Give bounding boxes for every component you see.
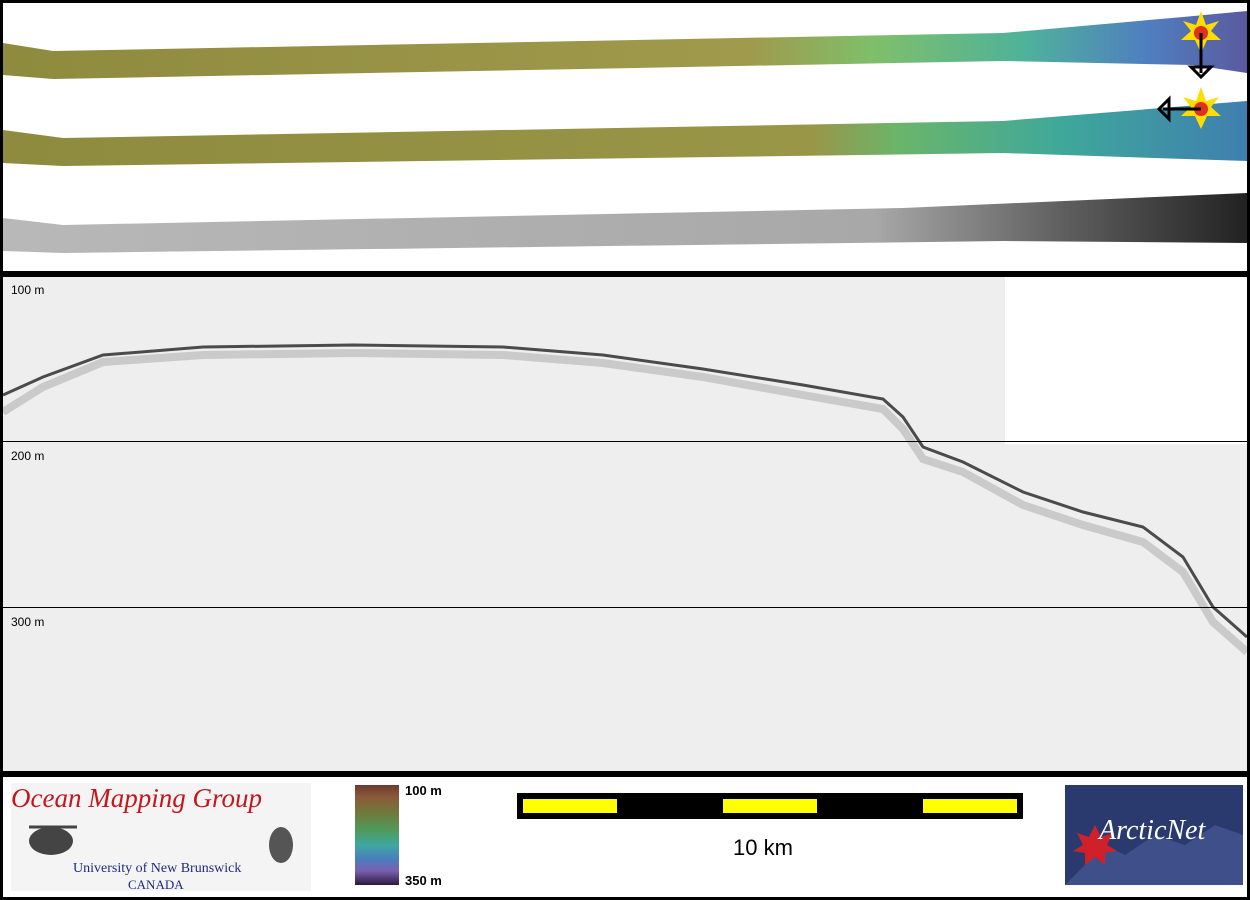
omg-university: University of New Brunswick	[73, 861, 242, 876]
arrow-left-icon	[1156, 95, 1201, 123]
bathymetry-strip-2	[3, 101, 1247, 166]
depth-grid-line	[3, 441, 1247, 442]
ocean-mapping-group-logo	[11, 783, 311, 891]
depth-colorbar	[355, 785, 399, 885]
bathymetry-strip-1	[3, 11, 1247, 79]
arrow-down-icon	[1187, 33, 1215, 80]
depth-label-300: 300 m	[11, 615, 45, 629]
swath-panel	[3, 3, 1247, 271]
scale-segment	[523, 799, 617, 813]
scale-bar	[517, 793, 1023, 819]
arcticnet-logo	[1065, 785, 1243, 885]
arcticnet-label: ArcticNet	[1099, 815, 1206, 846]
colorbar-top-label: 100 m	[405, 783, 442, 798]
scale-segment	[923, 799, 1017, 813]
colorbar-bottom-label: 350 m	[405, 873, 442, 888]
backscatter-strip	[3, 193, 1247, 253]
scale-segment	[723, 799, 817, 813]
profile-background	[3, 277, 1005, 771]
footer-panel: Ocean Mapping Group University of New Br…	[3, 777, 1247, 897]
maple-leaf-icon	[1073, 825, 1117, 865]
depth-label-200: 200 m	[11, 449, 45, 463]
swath-strips	[3, 11, 1247, 253]
scale-label: 10 km	[733, 835, 793, 860]
seismic-profile-panel: 100 m 200 m 300 m	[3, 277, 1247, 771]
depth-grid-line	[3, 607, 1247, 608]
depth-label-100: 100 m	[11, 283, 45, 297]
omg-country: CANADA	[128, 877, 184, 892]
omg-title: Ocean Mapping Group	[11, 783, 262, 813]
seabed-reflector	[3, 343, 1247, 655]
